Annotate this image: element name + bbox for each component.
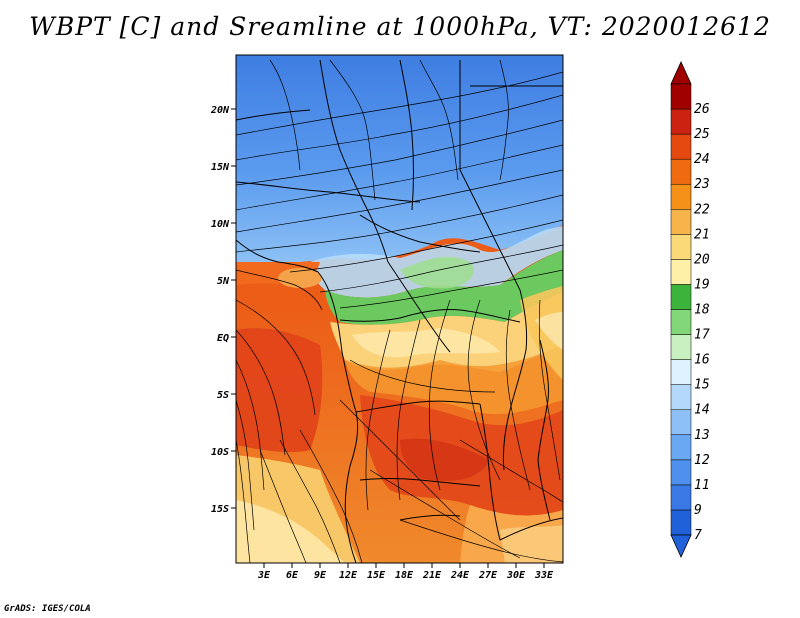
colorbar-box-18 — [670, 284, 692, 310]
colorbar-box-16 — [670, 334, 692, 360]
lat-label-5s: 5S — [217, 390, 229, 401]
colorbar-box-15 — [670, 359, 692, 385]
lon-label-9e: 9E — [314, 570, 327, 581]
colorbar-label-26: 26 — [694, 102, 710, 117]
lon-label-3e: 3E — [257, 570, 271, 581]
colorbar-label-12: 12 — [694, 453, 710, 468]
colorbar-box-24 — [670, 133, 692, 160]
lon-label-12e: 12E — [339, 570, 358, 581]
colorbar-label-21: 21 — [694, 227, 710, 242]
lat-label-eq: EQ — [217, 333, 229, 344]
colorbar-label-23: 23 — [694, 177, 710, 192]
colorbar-label-22: 22 — [694, 202, 710, 217]
lon-label-33e: 33E — [534, 570, 554, 581]
lat-label-15s: 15S — [211, 504, 229, 515]
lon-label-15e: 15E — [367, 570, 386, 581]
colorbar-label-25: 25 — [694, 127, 710, 142]
colorbar-label-7: 7 — [694, 528, 702, 543]
colorbar-box-13 — [670, 409, 692, 436]
colorbar-label-9: 9 — [694, 503, 702, 518]
colorbar-label-20: 20 — [694, 252, 710, 267]
lon-label-24e: 24E — [450, 570, 470, 581]
map-frame — [235, 54, 564, 564]
lon-label-27e: 27E — [478, 570, 498, 581]
colorbar-box-12 — [670, 434, 692, 461]
colorbar-box-22 — [670, 183, 692, 210]
colorbar-box-20 — [670, 234, 692, 260]
colorbar-label-18: 18 — [694, 303, 710, 318]
axis-ticks — [231, 108, 545, 568]
colorbar-box-26 — [670, 83, 692, 110]
colorbar: 7 9 11 12 13 14 15 16 17 18 19 20 21 22 23 24 25 26 — [670, 61, 710, 558]
colorbar-label-13: 13 — [694, 428, 710, 443]
colorbar-box-7 — [670, 509, 692, 536]
colorbar-label-19: 19 — [694, 277, 710, 292]
colorbar-box-21 — [670, 209, 692, 235]
wbpt-shading — [236, 55, 563, 563]
colorbar-label-11: 11 — [694, 478, 710, 493]
colorbar-box-25 — [670, 108, 692, 135]
streamlines — [236, 59, 563, 563]
lat-label-20n: 20N — [210, 105, 230, 116]
colorbar-max-arrow — [670, 61, 692, 85]
country-boundaries — [236, 59, 563, 563]
lat-label-15n: 15N — [211, 162, 230, 173]
colorbar-box-11 — [670, 459, 692, 486]
colorbar-box-14 — [670, 384, 692, 410]
colorbar-min-arrow — [670, 534, 692, 558]
lat-label-10n: 10N — [211, 219, 230, 230]
colorbar-label-16: 16 — [694, 353, 710, 368]
grads-credit: GrADS: IGES/COLA — [4, 604, 91, 614]
colorbar-box-19 — [670, 259, 692, 285]
lat-label-5n: 5N — [217, 276, 230, 287]
map-title: WBPT [C] and Sreamline at 1000hPa, VT: 2… — [29, 12, 771, 41]
lon-label-30e: 30E — [506, 570, 526, 581]
lon-label-6e: 6E — [286, 570, 299, 581]
colorbar-label-14: 14 — [694, 403, 710, 418]
colorbar-box-9 — [670, 484, 692, 511]
lat-label-10s: 10S — [211, 447, 229, 458]
colorbar-label-17: 17 — [694, 328, 710, 343]
lon-label-18e: 18E — [395, 570, 414, 581]
colorbar-label-15: 15 — [694, 378, 710, 393]
lon-label-21e: 21E — [422, 570, 442, 581]
colorbar-label-24: 24 — [694, 152, 710, 167]
colorbar-box-17 — [670, 309, 692, 335]
colorbar-box-23 — [670, 158, 692, 185]
